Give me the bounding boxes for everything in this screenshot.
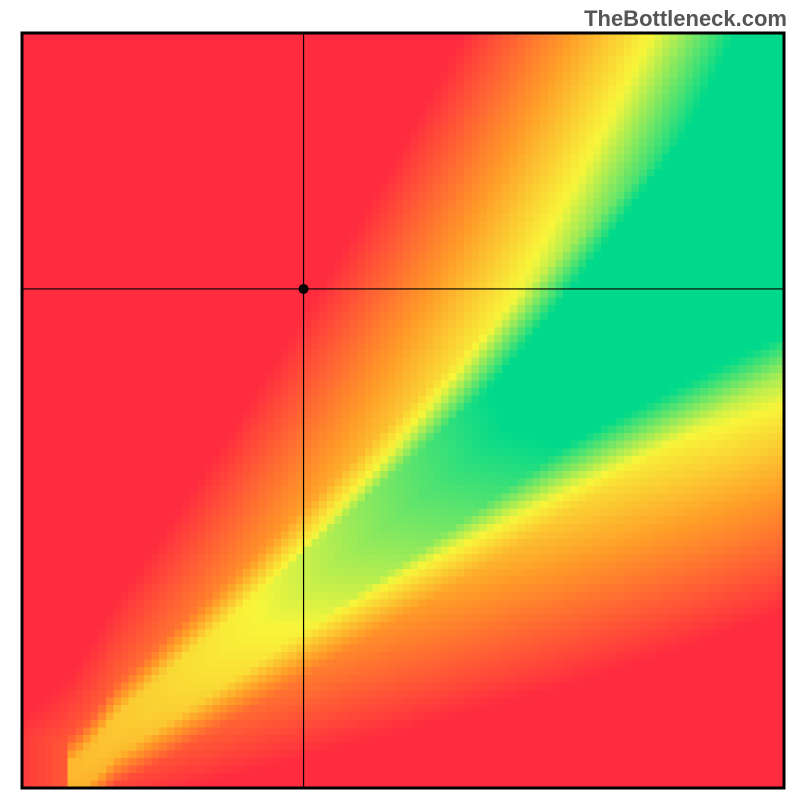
- watermark-text: TheBottleneck.com: [584, 6, 787, 32]
- chart-container: TheBottleneck.com: [0, 0, 800, 800]
- bottleneck-heatmap: [22, 33, 784, 788]
